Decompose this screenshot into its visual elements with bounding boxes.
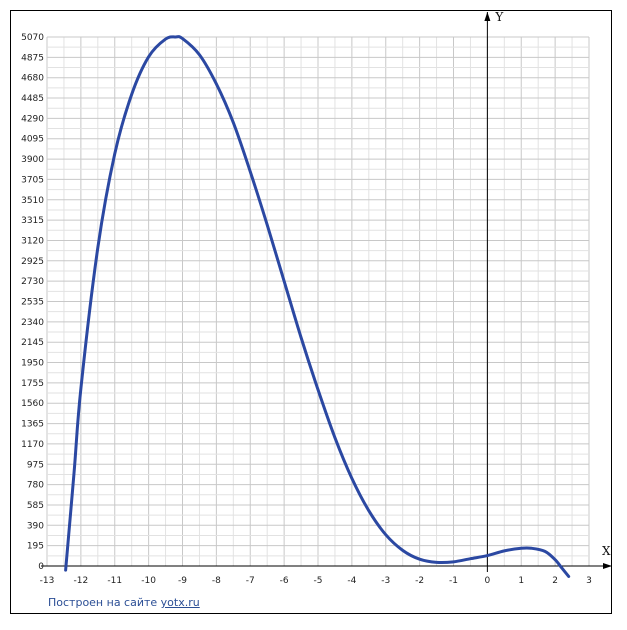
x-tick-label: 0 (485, 576, 491, 586)
y-tick-label: 975 (27, 460, 44, 470)
x-tick-label: 2 (552, 576, 558, 586)
x-tick-label: -8 (212, 576, 221, 586)
grid (46, 36, 590, 567)
y-tick-label: 4485 (21, 94, 44, 104)
y-tick-label: 4290 (21, 114, 44, 124)
y-tick-label: 1560 (21, 399, 44, 409)
y-tick-label: 1950 (21, 359, 44, 369)
y-tick-label: 2535 (21, 298, 44, 308)
y-tick-label: 585 (27, 501, 44, 511)
y-tick-label: 2925 (21, 257, 44, 267)
x-tick-label: -13 (40, 576, 55, 586)
x-axis-label: X (602, 544, 611, 558)
credit-link[interactable]: yotx.ru (160, 596, 200, 609)
x-tick-label: -11 (107, 576, 122, 586)
x-tick-label: -1 (449, 576, 458, 586)
credit-prefix: Построен на сайте (48, 596, 158, 609)
x-tick-label: -5 (314, 576, 323, 586)
y-axis-label: Y (494, 10, 504, 24)
y-tick-label: 2340 (21, 318, 44, 328)
x-tick-label: -3 (381, 576, 390, 586)
y-tick-label: 780 (27, 481, 44, 491)
y-tick-label: 3510 (21, 196, 44, 206)
y-tick-label: 4680 (21, 74, 44, 84)
x-tick-label: -7 (246, 576, 255, 586)
y-tick-label: 390 (27, 521, 44, 531)
y-tick-label: 1365 (21, 420, 44, 430)
x-tick-labels: -13 -12 -11 -10 -9 -8 -7 -6 -5 -4 -3 -2 -1 0 1 2 3 (40, 576, 592, 586)
y-tick-label: 3315 (21, 216, 44, 226)
y-axis-arrow (484, 12, 491, 21)
x-tick-label: -10 (141, 576, 156, 586)
y-tick-labels: 0 195 390 585 780 975 1170 1365 1560 1755 1950 2145… (21, 33, 44, 572)
axes (41, 12, 612, 572)
y-tick-label: 3120 (21, 236, 44, 246)
y-tick-label: 4095 (21, 135, 44, 145)
x-tick-label: -2 (415, 576, 424, 586)
y-tick-label: 4875 (21, 53, 44, 63)
y-tick-label: 0 (38, 562, 44, 572)
x-axis-arrow (603, 563, 612, 569)
y-tick-label: 195 (27, 542, 44, 552)
y-tick-label: 5070 (21, 33, 44, 43)
y-tick-label: 3900 (21, 155, 44, 165)
y-tick-label: 1755 (21, 379, 44, 389)
x-tick-label: -9 (178, 576, 187, 586)
x-tick-label: -12 (74, 576, 89, 586)
credit-line: Построен на сайте yotx.ru (48, 596, 200, 609)
series-group (64, 35, 571, 578)
x-tick-label: 3 (586, 576, 592, 586)
series-line (64, 35, 571, 578)
y-tick-label: 2730 (21, 277, 44, 287)
y-tick-label: 2145 (21, 338, 44, 348)
x-tick-label: -6 (280, 576, 289, 586)
x-tick-label: -4 (347, 576, 356, 586)
y-tick-label: 3705 (21, 175, 44, 185)
y-tick-label: 1170 (21, 440, 44, 450)
x-tick-label: 1 (518, 576, 524, 586)
